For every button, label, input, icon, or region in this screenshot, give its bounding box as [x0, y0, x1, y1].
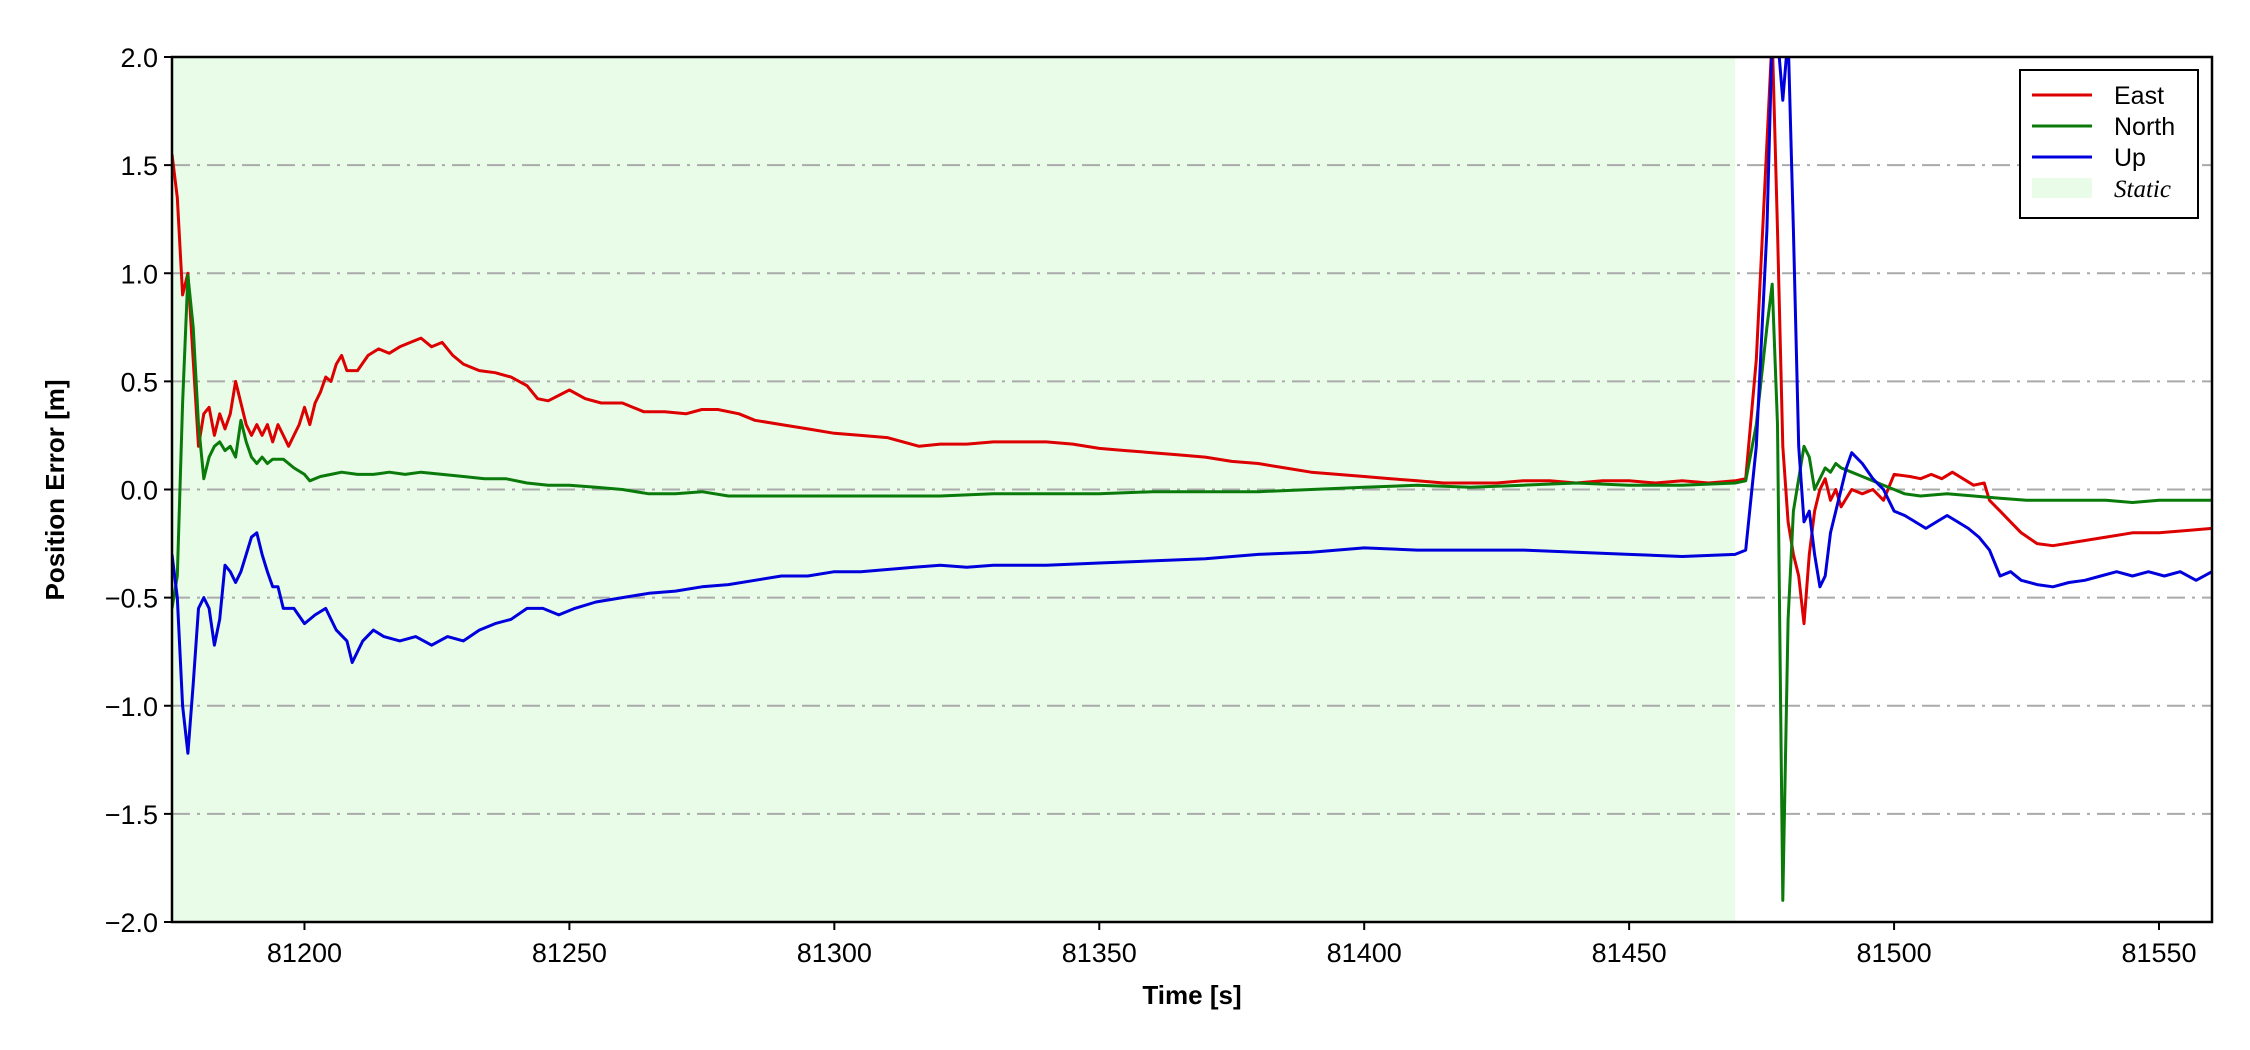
x-tick-label: 81200: [267, 938, 342, 968]
y-tick-label: −1.5: [105, 800, 158, 830]
y-tick-label: 0.0: [120, 476, 158, 506]
x-tick-label: 81500: [1857, 938, 1932, 968]
grid-layer: [172, 164, 2212, 815]
legend-label-east: East: [2114, 82, 2164, 110]
x-tick-label: 81400: [1327, 938, 1402, 968]
y-tick-label: 2.0: [120, 43, 158, 73]
x-tick-label: 81250: [532, 938, 607, 968]
x-tick-label: 81350: [1062, 938, 1137, 968]
x-tick-label: 81450: [1592, 938, 1667, 968]
y-tick-label: 0.5: [120, 367, 158, 397]
legend-label-north: North: [2114, 113, 2175, 141]
y-tick-label: −0.5: [105, 584, 158, 614]
legend-label-static: Static: [2114, 176, 2171, 203]
y-axis-ticks: −2.0 −1.5 −1.0 −0.5 0.0 0.5 1.0 1.5 2.0: [105, 43, 172, 938]
legend: East North Up Static: [2019, 69, 2199, 219]
x-axis-title: Time [s]: [1142, 980, 1241, 1010]
x-axis-ticks: 81200 81250 81300 81350 81400 81450 81500 81550: [267, 922, 2197, 968]
series-line-up: [172, 57, 2212, 755]
series-layer: [172, 57, 2212, 902]
x-tick-label: 81300: [797, 938, 872, 968]
y-tick-label: 1.0: [120, 259, 158, 289]
legend-swatch-static: [2032, 178, 2092, 198]
y-tick-label: −1.0: [105, 692, 158, 722]
legend-label-up: Up: [2114, 144, 2146, 172]
series-line-east: [172, 57, 2212, 626]
series-line-north: [172, 273, 2212, 902]
y-axis-title: Position Error [m]: [40, 379, 70, 600]
y-tick-label: −2.0: [105, 908, 158, 938]
y-tick-label: 1.5: [120, 151, 158, 181]
x-tick-label: 81550: [2121, 938, 2196, 968]
